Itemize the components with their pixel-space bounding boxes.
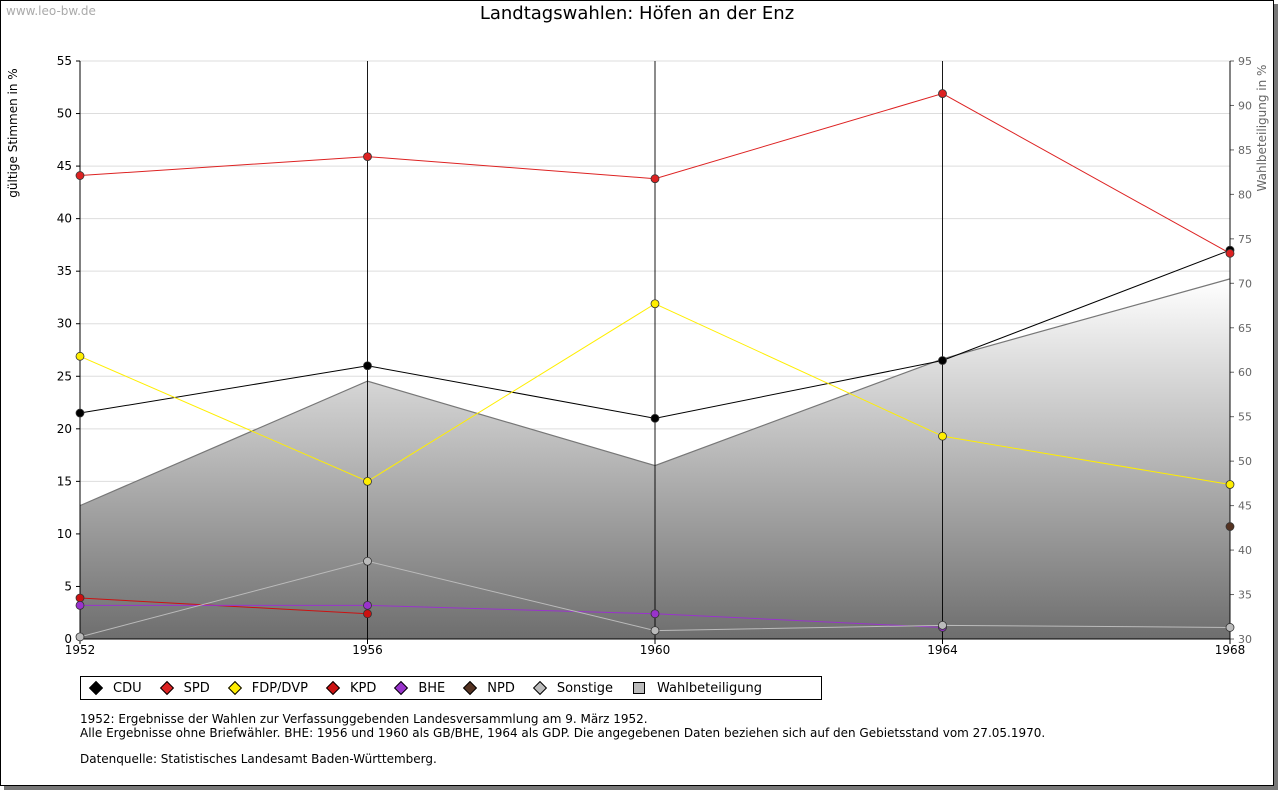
legend-marker-icon	[88, 680, 104, 696]
point-sonstige	[1225, 623, 1235, 632]
y-tick-label: 40	[57, 212, 72, 226]
legend-item-spd: SPD	[159, 680, 210, 696]
point-fdp-dvp	[938, 431, 947, 441]
line-layer	[79, 93, 1231, 638]
y2-tick-label: 55	[1238, 411, 1252, 424]
y2-tick-label: 45	[1238, 500, 1252, 513]
x-tick-label: 1952	[65, 643, 96, 657]
point-fdp-dvp	[363, 476, 372, 486]
point-sonstige	[75, 632, 85, 642]
y2-tick-label: 90	[1238, 99, 1252, 112]
series-line-kpd	[79, 597, 368, 615]
point-spd	[938, 89, 947, 98]
y2-tick-label: 65	[1238, 322, 1252, 335]
point-cdu	[363, 361, 372, 371]
y2-tick-label: 80	[1238, 188, 1252, 201]
legend-marker-icon	[463, 680, 478, 696]
legend-marker-icon	[532, 680, 547, 696]
y-tick-label: 0	[64, 632, 72, 646]
legend-label: SPD	[183, 680, 210, 696]
watermark: www.leo-bw.de	[6, 4, 96, 18]
chart-svg: 0 5 10 15 20 25 30 35 40 45 50 55 30 35 40 45 50 55 60 65 70…	[6, 54, 1269, 657]
x-tick-label: 1968	[1215, 643, 1246, 657]
point-cdu	[650, 413, 660, 423]
legend-item-cdu: CDU	[88, 680, 142, 696]
legend-item-npd: NPD	[463, 680, 515, 696]
y-axis-label: gültige Stimmen in %	[6, 68, 20, 197]
point-bhe	[75, 600, 85, 610]
y2-tick-label: 35	[1238, 589, 1252, 602]
point-fdp-dvp	[75, 351, 85, 361]
y-tick-label: 15	[57, 474, 72, 488]
y-tick-label: 45	[57, 159, 72, 173]
point-npd	[1225, 522, 1235, 531]
y2-tick-label: 60	[1238, 366, 1252, 379]
legend-item-fdp-dvp: FDP/DVP	[227, 680, 308, 696]
x-tick-label: 1956	[352, 643, 383, 657]
y2-tick-label: 95	[1238, 55, 1252, 68]
y2-tick-label: 40	[1238, 544, 1252, 557]
note-line-2: Alle Ergebnisse ohne Briefwähler. BHE: 1…	[80, 726, 1046, 740]
legend-label: KPD	[349, 680, 377, 696]
point-bhe	[363, 600, 372, 610]
y-tick-label: 5	[64, 579, 72, 593]
x-tick-label: 1960	[640, 643, 671, 657]
legend-item-wahlbeteiligung: Wahlbeteiligung	[633, 681, 762, 696]
point-spd	[363, 152, 372, 162]
legend-marker-icon	[159, 680, 174, 696]
legend-item-kpd: KPD	[325, 680, 377, 696]
legend-label: Sonstige	[556, 680, 614, 696]
legend-marker-icon	[227, 680, 242, 696]
point-bhe	[650, 609, 660, 619]
y2-axis-label: Wahlbeteiligung in %	[1255, 65, 1269, 192]
y-tick-label: 35	[57, 264, 72, 278]
point-cdu	[75, 408, 85, 418]
note-line-1: 1952: Ergebnisse der Wahlen zur Verfassu…	[80, 712, 648, 726]
point-sonstige	[938, 620, 947, 630]
y2-tick-label: 70	[1238, 277, 1252, 290]
y2-tick-label: 85	[1238, 144, 1252, 157]
y-tick-label: 25	[57, 369, 72, 383]
point-kpd	[75, 593, 85, 603]
point-sonstige	[650, 626, 660, 635]
y-tick-label: 55	[57, 54, 72, 68]
axis-layer: 0 5 10 15 20 25 30 35 40 45 50 55 30 35 40 45 50 55 60 65 70…	[57, 54, 1252, 657]
x-tick-label: 1964	[927, 643, 958, 657]
legend-area-icon	[633, 682, 646, 694]
y-tick-label: 20	[57, 422, 72, 436]
legend-label: NPD	[487, 680, 515, 696]
y2-tick-label: 50	[1238, 455, 1252, 468]
y2-tick-label: 75	[1238, 233, 1252, 246]
point-fdp-dvp	[650, 299, 660, 309]
y-tick-label: 30	[57, 317, 72, 331]
data-source: Datenquelle: Statistisches Landesamt Bad…	[80, 752, 437, 766]
point-fdp-dvp	[1225, 480, 1235, 489]
legend-marker-icon	[325, 680, 341, 696]
legend-label: Wahlbeteiligung	[657, 680, 763, 696]
point-spd	[1225, 248, 1235, 258]
legend-label: FDP/DVP	[251, 680, 308, 696]
point-sonstige	[363, 556, 372, 566]
legend-item-sonstige: Sonstige	[532, 680, 614, 696]
point-spd	[75, 171, 85, 180]
y2-tick-label: 30	[1238, 633, 1252, 646]
legend-label: BHE	[418, 680, 446, 696]
legend-label: CDU	[113, 680, 142, 696]
chart-notes: 1952: Ergebnisse der Wahlen zur Verfassu…	[80, 712, 1045, 766]
legend-item-bhe: BHE	[394, 680, 446, 696]
legend: CDU SPD FDP/DVP KPD BHE NPD Sonstige Wah…	[80, 676, 822, 700]
legend-marker-icon	[394, 680, 409, 696]
point-cdu	[938, 356, 947, 365]
point-spd	[650, 174, 660, 184]
series-line-bhe	[80, 604, 943, 628]
chart-title: Landtagswahlen: Höfen an der Enz	[479, 3, 795, 24]
y-tick-label: 10	[57, 527, 72, 541]
point-kpd	[363, 609, 372, 619]
point-layer	[75, 89, 1235, 642]
y-tick-label: 50	[57, 107, 72, 121]
